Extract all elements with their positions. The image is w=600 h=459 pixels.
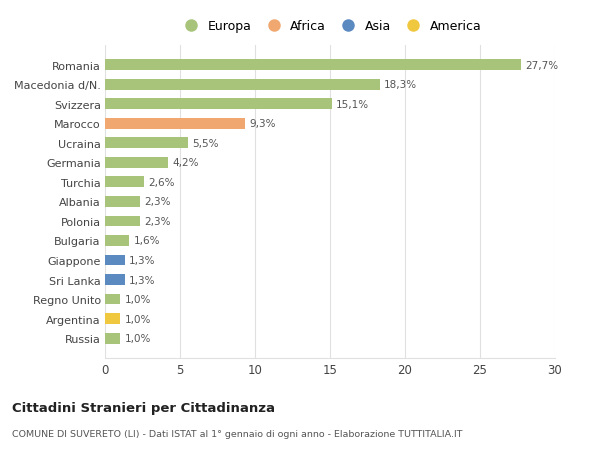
Bar	[105, 216, 139, 227]
Text: 27,7%: 27,7%	[525, 61, 558, 70]
Text: 2,3%: 2,3%	[144, 197, 170, 207]
Text: 1,3%: 1,3%	[129, 256, 155, 265]
Text: 15,1%: 15,1%	[336, 100, 369, 109]
Text: 2,6%: 2,6%	[149, 178, 175, 187]
Text: 1,6%: 1,6%	[133, 236, 160, 246]
Bar	[105, 157, 168, 168]
Text: Cittadini Stranieri per Cittadinanza: Cittadini Stranieri per Cittadinanza	[12, 402, 275, 414]
Text: 2,3%: 2,3%	[144, 217, 170, 226]
Text: 1,3%: 1,3%	[129, 275, 155, 285]
Legend: Europa, Africa, Asia, America: Europa, Africa, Asia, America	[179, 21, 481, 34]
Bar	[105, 313, 120, 325]
Bar	[105, 79, 380, 90]
Bar	[105, 274, 125, 285]
Bar	[105, 177, 144, 188]
Bar	[105, 255, 125, 266]
Text: 4,2%: 4,2%	[173, 158, 199, 168]
Bar	[105, 294, 120, 305]
Bar	[105, 138, 187, 149]
Text: 1,0%: 1,0%	[125, 314, 151, 324]
Text: 1,0%: 1,0%	[125, 334, 151, 343]
Text: COMUNE DI SUVERETO (LI) - Dati ISTAT al 1° gennaio di ogni anno - Elaborazione T: COMUNE DI SUVERETO (LI) - Dati ISTAT al …	[12, 429, 463, 438]
Text: 5,5%: 5,5%	[192, 139, 218, 148]
Bar	[105, 333, 120, 344]
Text: 18,3%: 18,3%	[384, 80, 417, 90]
Text: 9,3%: 9,3%	[249, 119, 275, 129]
Bar	[105, 118, 245, 129]
Bar	[105, 196, 139, 207]
Bar	[105, 60, 521, 71]
Text: 1,0%: 1,0%	[125, 295, 151, 304]
Bar	[105, 235, 129, 246]
Bar	[105, 99, 331, 110]
